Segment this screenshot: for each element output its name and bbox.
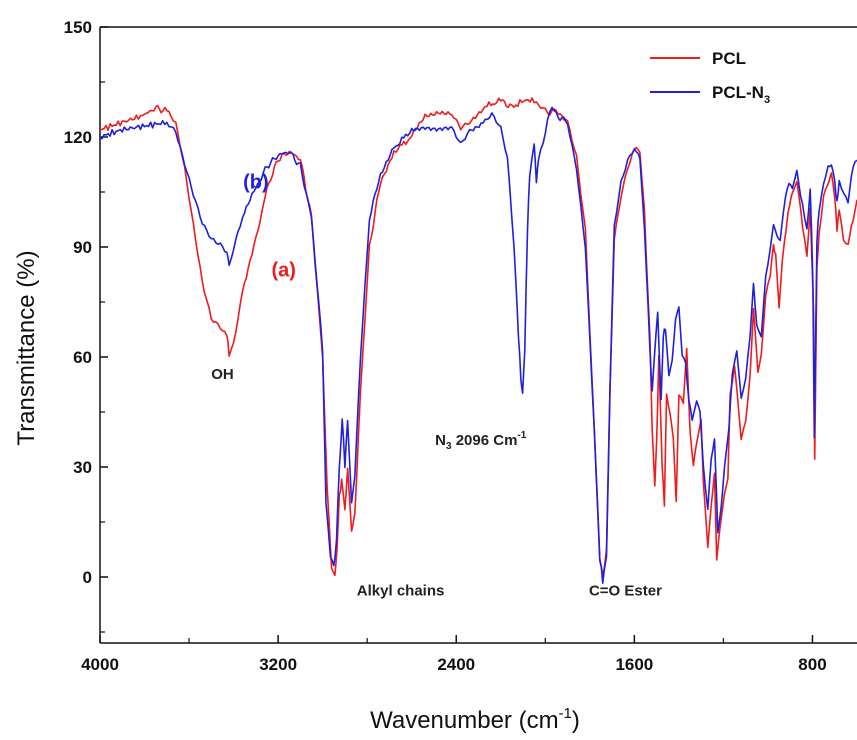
annotation-alkyl: Alkyl chains bbox=[357, 582, 445, 599]
x-tick-label-4000: 4000 bbox=[81, 655, 119, 674]
annotation-label-a: (a) bbox=[271, 259, 295, 281]
series-layer bbox=[99, 97, 857, 584]
x-tick-label-1600: 1600 bbox=[615, 655, 653, 674]
y-tick-label-30: 30 bbox=[73, 458, 92, 477]
x-axis-title: Wavenumber (cm-1) bbox=[370, 705, 580, 734]
series-line-pcl-n3 bbox=[99, 106, 857, 584]
y-axis-title: Transmittance (%) bbox=[13, 250, 40, 445]
axis-ticks: 0 30 60 90 120 150 4000 3200 2400 1600 800 bbox=[64, 18, 827, 674]
x-tick-label-3200: 3200 bbox=[259, 655, 297, 674]
annotation-label-b: (b) bbox=[243, 171, 269, 193]
y-tick-label-90: 90 bbox=[73, 238, 92, 257]
annotation-layer: OH Alkyl chains N3 2096 Cm-1 C=O Ester (a) (b… bbox=[211, 171, 662, 599]
x-tick-label-800: 800 bbox=[798, 655, 826, 674]
y-tick-label-0: 0 bbox=[83, 568, 92, 587]
series-line-pcl bbox=[99, 97, 857, 577]
annotation-ester: C=O Ester bbox=[589, 582, 662, 599]
legend-label-1: PCL-N3 bbox=[712, 83, 770, 106]
legend: PCL PCL-N3 bbox=[650, 49, 770, 106]
y-tick-label-150: 150 bbox=[64, 18, 92, 37]
annotation-azide: N3 2096 Cm-1 bbox=[435, 430, 527, 452]
x-tick-label-2400: 2400 bbox=[437, 655, 475, 674]
annotation-oh: OH bbox=[211, 366, 234, 383]
y-tick-label-120: 120 bbox=[64, 128, 92, 147]
legend-label-0: PCL bbox=[712, 49, 746, 68]
plot-frame bbox=[99, 26, 857, 644]
y-tick-label-60: 60 bbox=[73, 348, 92, 367]
